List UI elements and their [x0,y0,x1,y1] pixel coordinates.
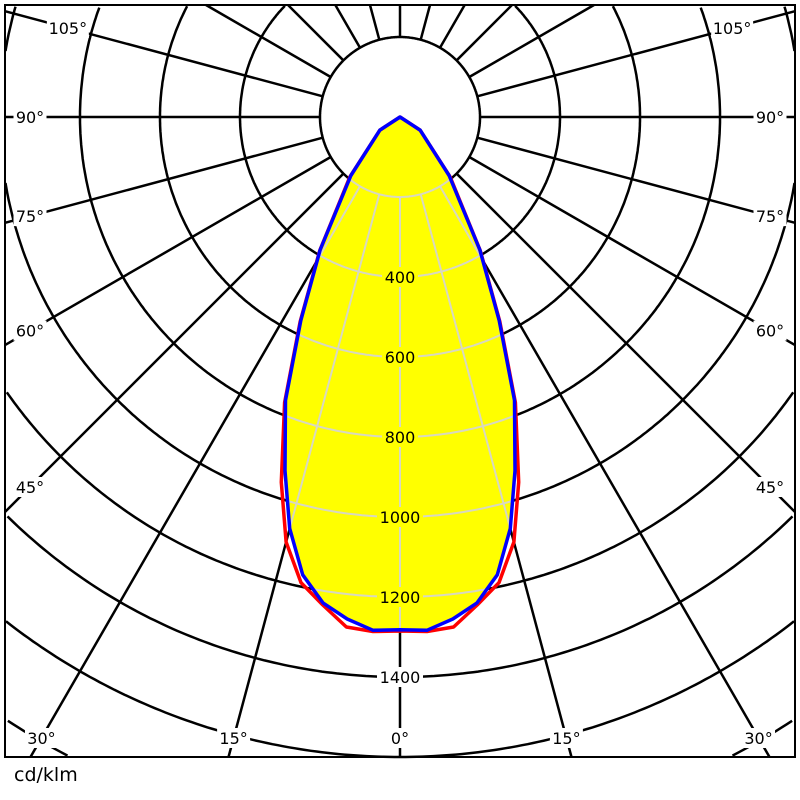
grid-spoke [287,4,345,62]
series-curve-1 [283,115,517,633]
angle-label-bg [13,107,47,127]
angle-tick-label: 75° [756,207,784,226]
angle-tick-label: 15° [219,729,247,748]
inner-grid-circle [285,117,515,438]
inner-grid-circle [285,117,515,358]
grid-spoke [205,3,332,79]
angle-tick-label: 105° [49,19,88,38]
angle-label-bg [13,477,47,497]
angle-label-bg [13,206,47,227]
inner-grid-spoke [419,194,515,631]
grid-spoke [468,3,595,79]
grid-spoke [455,4,513,62]
angle-label-bg [753,320,787,341]
grid-spoke [438,185,771,758]
radial-tick-label: 1400 [380,668,421,687]
radial-tick-label: 1000 [380,508,421,527]
radial-label-bg [377,507,423,527]
angle-label-bg [46,18,89,38]
grid-spoke [455,172,796,513]
angle-label-bg [13,320,47,341]
grid-spoke [4,172,345,513]
radial-tick-label: 1200 [380,588,421,607]
radial-label-bg [377,587,423,607]
angle-tick-label: 60° [16,322,44,341]
angle-tick-label: 60° [756,322,784,341]
angle-tick-label: 30° [27,729,55,748]
radial-label-bg [382,427,418,447]
angle-tick-label: 45° [756,478,784,497]
angle-tick-label: 75° [16,207,44,226]
radial-tick-label: 800 [385,428,416,447]
angle-label-bg [24,728,58,748]
chart-frame [4,4,796,758]
radial-tick-label: 600 [385,348,416,367]
grid-circle [4,6,796,519]
angle-label-bg [711,18,754,38]
radial-label-bg [382,347,418,367]
grid-spoke [476,136,796,225]
angle-label-bg [388,728,412,748]
angle-label-bg [549,728,583,748]
grid-circle [6,515,794,679]
angle-label-bg [753,107,787,127]
angle-tick-label: 15° [552,729,580,748]
inner-grid-circle [285,117,515,278]
grid-spoke [29,185,362,758]
angle-label-bg [753,477,787,497]
angle-label-bg [217,728,251,748]
grid-spoke [419,4,432,41]
radial-label-bg [382,267,418,287]
grid-spoke [468,155,796,347]
unit-label: cd/klm [14,764,78,786]
angle-tick-label: 90° [756,108,784,127]
grid-spoke [4,155,332,347]
radial-tick-label: 400 [385,268,416,287]
angle-label-bg [753,206,787,227]
angle-tick-label: 105° [713,19,752,38]
grid-spoke [334,4,362,49]
grid-spoke [438,4,466,49]
angle-label-bg [742,728,776,748]
inner-grid-circle [285,391,515,598]
angle-tick-label: 0° [391,729,409,748]
inner-grid-spoke [285,194,381,631]
angle-tick-label: 90° [16,108,44,127]
radial-label-bg [377,667,423,687]
angle-tick-label: 30° [744,729,772,748]
grid-spoke [4,136,324,225]
grid-spoke [368,4,381,41]
angle-tick-label: 45° [16,478,44,497]
grid-circle [5,620,795,759]
